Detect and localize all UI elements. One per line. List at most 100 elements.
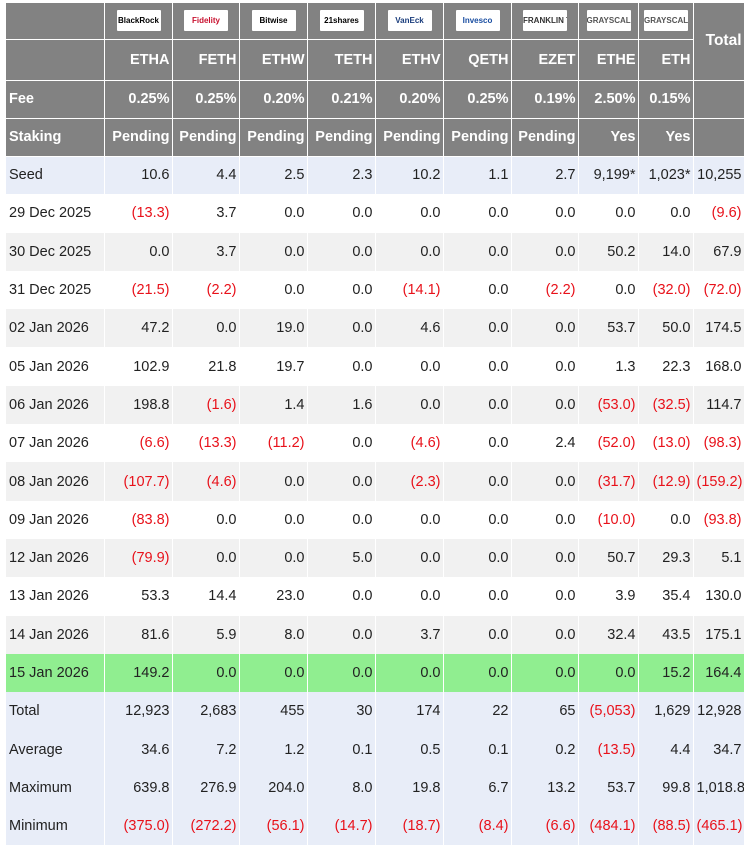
ticker-header: EZET [511, 39, 579, 81]
flow-value: 50.2 [578, 232, 639, 271]
staking-value: Pending [443, 118, 512, 157]
flow-value: 53.3 [104, 577, 173, 616]
flow-value: 0.0 [578, 270, 639, 310]
row-label: 08 Jan 2026 [6, 462, 105, 501]
flow-value: (2.2) [511, 270, 579, 310]
flow-value: 0.0 [172, 500, 240, 539]
flow-value: 0.0 [307, 577, 376, 616]
flow-value: 0.0 [443, 653, 512, 693]
ticker-header: ETH [638, 39, 694, 81]
issuer-logo-cell: GRAYSCALE [638, 3, 694, 40]
table-row: 29 Dec 2025 (13.3) 3.7 0.0 0.0 0.0 0.0 0.0 0.0 0.… [6, 194, 745, 233]
flow-value: 0.0 [443, 615, 512, 654]
flow-value: (10.0) [578, 500, 639, 539]
flow-value: 2.7 [511, 156, 579, 195]
flow-value: 30 [307, 692, 376, 731]
flow-value: (13.3) [172, 424, 240, 463]
flow-value: 0.0 [375, 194, 444, 233]
flow-value: 6.7 [443, 768, 512, 808]
flow-value: 0.0 [443, 194, 512, 233]
flow-value: 50.0 [638, 309, 694, 348]
flow-value: 174 [375, 692, 444, 731]
fee-label: Fee [6, 80, 105, 119]
flow-value: (159.2) [693, 462, 745, 501]
row-label: 30 Dec 2025 [6, 232, 105, 271]
flow-value: 1.1 [443, 156, 512, 195]
flow-value: 4.4 [638, 730, 694, 769]
flow-value: 0.0 [511, 347, 579, 386]
flow-value: 102.9 [104, 347, 173, 386]
flow-value: 0.0 [511, 194, 579, 233]
fee-value: 2.50% [578, 80, 639, 119]
flow-value: 1.2 [239, 730, 308, 769]
flow-value: 0.0 [172, 653, 240, 693]
issuer-logo-cell: Bitwise [239, 3, 308, 40]
table-row: 09 Jan 2026 (83.8) 0.0 0.0 0.0 0.0 0.0 0.0 (10.0… [6, 500, 745, 539]
flow-value: 0.0 [443, 232, 512, 271]
flow-value: 0.0 [104, 232, 173, 271]
staking-value: Pending [104, 118, 173, 157]
fee-value: 0.20% [239, 80, 308, 119]
table-row: Seed 10.6 4.4 2.5 2.3 10.2 1.1 2.7 9,199* 1,023* 1… [6, 156, 745, 195]
bitwise-logo-icon: Bitwise [251, 10, 296, 32]
flow-value: 81.6 [104, 615, 173, 654]
table-row: Average 34.6 7.2 1.2 0.1 0.5 0.1 0.2 (13.5) 4.4 34… [6, 730, 745, 769]
flow-value: 0.0 [443, 462, 512, 501]
flow-value: 29.3 [638, 538, 694, 578]
flow-value: 0.0 [578, 194, 639, 233]
flow-value: 1,018.8 [693, 768, 745, 808]
flow-value: 0.0 [239, 538, 308, 578]
flow-value: 0.0 [239, 270, 308, 310]
flow-value: 0.0 [172, 538, 240, 578]
flow-value: 32.4 [578, 615, 639, 654]
issuer-logo-cell: Invesco [443, 3, 512, 40]
flow-value: 0.0 [511, 615, 579, 654]
row-label: Seed [6, 156, 105, 195]
flow-value: 2.4 [511, 424, 579, 463]
flow-value: 12,928 [693, 692, 745, 731]
flow-value: 12,923 [104, 692, 173, 731]
flow-value: 0.0 [239, 500, 308, 539]
flow-value: 174.5 [693, 309, 745, 348]
flow-value: 0.0 [307, 309, 376, 348]
flow-value: 0.0 [511, 538, 579, 578]
fee-value: 0.25% [172, 80, 240, 119]
flow-value: 15.2 [638, 653, 694, 693]
flow-value: (21.5) [104, 270, 173, 310]
flow-value: (32.0) [638, 270, 694, 310]
table-row: 15 Jan 2026 149.2 0.0 0.0 0.0 0.0 0.0 0.0 0.0 15.… [6, 653, 745, 693]
flow-value: 9,199* [578, 156, 639, 195]
flow-value: 2.5 [239, 156, 308, 195]
staking-value: Pending [375, 118, 444, 157]
staking-value [693, 118, 745, 157]
flow-value: 2.3 [307, 156, 376, 195]
flow-value: 43.5 [638, 615, 694, 654]
flow-value: 0.0 [511, 309, 579, 348]
flow-value: (12.9) [638, 462, 694, 501]
flow-value: 0.0 [307, 232, 376, 271]
table-row: 13 Jan 2026 53.3 14.4 23.0 0.0 0.0 0.0 0.0 3.9 35… [6, 577, 745, 616]
flow-value: 4.4 [172, 156, 240, 195]
fee-value: 0.25% [104, 80, 173, 119]
flow-value: 5.9 [172, 615, 240, 654]
total-header: Total [693, 3, 745, 81]
flow-value: 0.0 [443, 309, 512, 348]
flow-value: 14.0 [638, 232, 694, 271]
flow-value: 130.0 [693, 577, 745, 616]
flow-value: 0.0 [375, 347, 444, 386]
flow-value: 0.5 [375, 730, 444, 769]
flow-value: 3.7 [375, 615, 444, 654]
flow-value: 1.3 [578, 347, 639, 386]
flow-value: 0.0 [307, 500, 376, 539]
flow-value: 1,023* [638, 156, 694, 195]
flow-value: 1,629 [638, 692, 694, 731]
flow-value: (484.1) [578, 807, 639, 846]
staking-row: Staking Pending Pending Pending Pending Pendi… [6, 118, 745, 157]
flow-value: 19.0 [239, 309, 308, 348]
staking-value: Yes [578, 118, 639, 157]
issuer-logo-cell: GRAYSCALE [578, 3, 639, 40]
flow-value: (93.8) [693, 500, 745, 539]
flow-value: 19.7 [239, 347, 308, 386]
flow-value: 22 [443, 692, 512, 731]
table-body: BlackRock Fidelity Bitwise 21shares VanEck In… [6, 3, 745, 846]
